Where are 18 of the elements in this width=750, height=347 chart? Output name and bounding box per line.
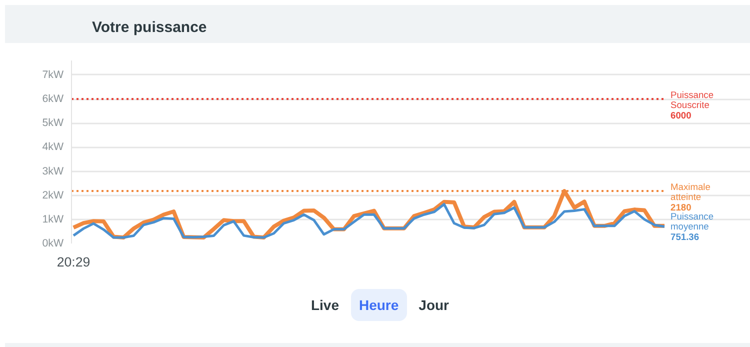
- y-tick-label: 5kW: [42, 117, 64, 130]
- text: Live: [310, 296, 340, 315]
- series-label: Puissance moyenne: [670, 212, 714, 232]
- y-tick-label: 4kW: [42, 141, 64, 154]
- text: Jour: [418, 296, 450, 315]
- y-tick-label: 6kW: [42, 93, 64, 106]
- ref-line-label: Puissance Souscrite 6000: [670, 90, 714, 121]
- y-tick-label: 3kW: [42, 165, 64, 178]
- ref-line-label: Maximale atteinte 2180: [670, 182, 710, 213]
- chart-title: Votre puissance: [91, 18, 207, 38]
- y-tick-label: 2kW: [42, 189, 64, 202]
- text: Heure: [350, 289, 407, 321]
- text: 751.36: [670, 232, 700, 242]
- line-series: [72, 203, 666, 239]
- y-tick-label: 0kW: [42, 238, 64, 250]
- x-tick-label: 20:29: [56, 254, 90, 270]
- y-tick-label: 7kW: [42, 68, 64, 81]
- y-tick-label: 1kW: [42, 213, 64, 226]
